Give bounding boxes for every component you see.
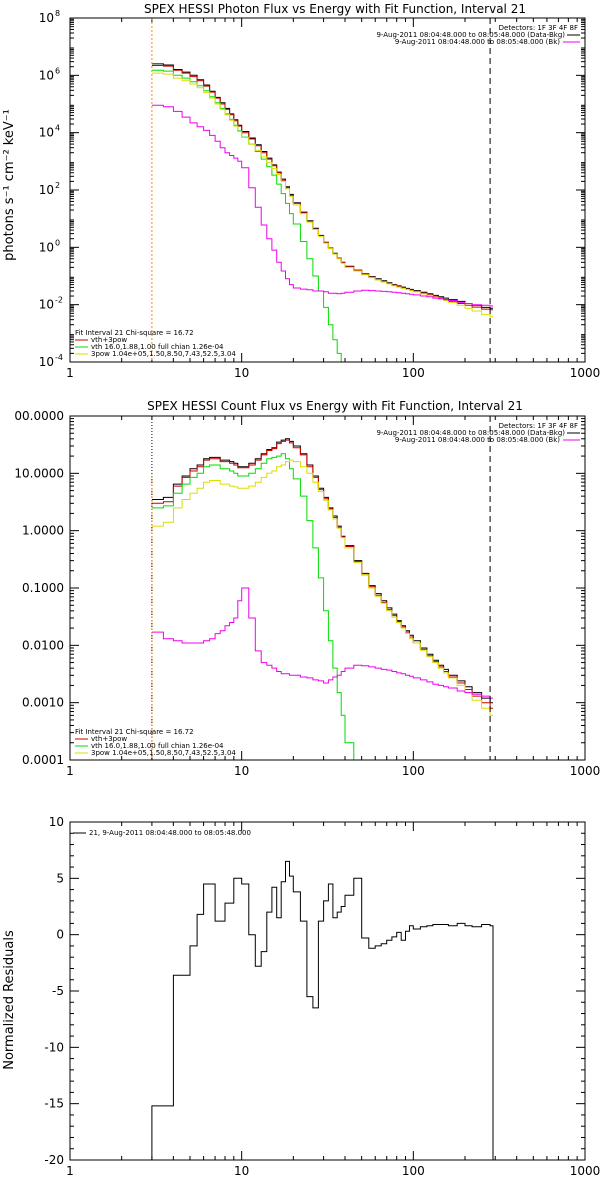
x-tick-label: 1000 — [570, 1164, 600, 1178]
y-tick-label: 0.0100 — [22, 638, 64, 652]
photon-flux-panel: SPEX HESSI Photon Flux vs Energy with Fi… — [2, 2, 600, 380]
panel3-legend: 21, 9-Aug-2011 08:04:48.000 to 08:05:48.… — [89, 829, 251, 837]
panel1-legend-right-bkg: 9-Aug-2011 08:04:48.000 to 08:05:48.000 … — [395, 38, 560, 46]
panel3-frame — [69, 821, 586, 1161]
panel1-title: SPEX HESSI Photon Flux vs Energy with Fi… — [144, 2, 526, 16]
x-tick-label: 1 — [66, 366, 74, 380]
panel2-legend-right-bkg: 9-Aug-2011 08:04:48.000 to 08:05:48.000 … — [395, 436, 560, 444]
series-line-vth-3pow — [151, 439, 493, 709]
y-tick-label: 10 — [39, 126, 54, 140]
series-line-3pow — [151, 459, 493, 716]
panel1-legend-right-data: 9-Aug-2011 08:04:48.000 to 08:05:48.000 … — [376, 31, 565, 39]
x-tick-label: 10 — [234, 1164, 249, 1178]
x-tick-label: 100 — [402, 366, 425, 380]
panel1-legend-total: vth+3pow — [91, 336, 127, 344]
x-tick-label: 10 — [234, 764, 249, 778]
panel1-frame — [69, 17, 586, 363]
y-tick-label: 10 — [39, 11, 54, 25]
panel2-detectors-label: Detectors: 1F 3F 4F 8F — [499, 422, 578, 430]
x-tick-label: 1 — [66, 1164, 74, 1178]
x-tick-label: 1 — [66, 764, 74, 778]
y-tick-label: 0 — [56, 928, 64, 942]
panel1-legend-vth: vth 16.0,1.88,1.00 full chian 1.26e-04 — [91, 343, 224, 351]
panel1-series-lines — [151, 63, 493, 362]
panel3-ticks: 1 10 100 1000 -20 -15 -10 -5 0 5 10 — [44, 815, 600, 1178]
x-tick-label: 10 — [234, 366, 249, 380]
series-line-vth — [151, 453, 355, 760]
panel2-legend-total: vth+3pow — [91, 735, 127, 743]
panel1-legend-3pow: 3pow 1.04e+05,1.50,8.50,7.43,52.5,3.04 — [91, 350, 236, 358]
series-line-vth-3pow — [151, 65, 493, 311]
residuals-panel: Normalized Residuals 1 10 100 1000-20-15-10… — [2, 815, 600, 1178]
y-tick-label: 10 — [49, 815, 64, 829]
y-tick-label: 0.0001 — [22, 753, 64, 767]
y-tick-label: 10 — [39, 355, 54, 369]
y-tick-label: 10 — [39, 183, 54, 197]
y-tick-label: -20 — [44, 1153, 64, 1167]
series-line-data-bkg — [151, 63, 493, 309]
panel2-frame — [69, 415, 586, 761]
count-flux-panel: SPEX HESSI Count Flux vs Energy with Fit… — [14, 399, 600, 778]
panel2-legend-fit: Fit Interval 21 Chi-square = 16.72 — [75, 728, 194, 736]
y-tick-exponent: -4 — [55, 353, 63, 362]
series-line-bk — [151, 104, 493, 307]
panel2-legend-right-data: 9-Aug-2011 08:04:48.000 to 08:05:48.000 … — [376, 429, 565, 437]
x-tick-label: 100 — [402, 1164, 425, 1178]
panel1-detectors-label: Detectors: 1F 3F 4F 8F — [499, 24, 578, 32]
x-tick-label: 100 — [402, 764, 425, 778]
series-line-bk — [151, 587, 493, 699]
panel1-ylabel: photons s⁻¹ cm⁻² keV⁻¹ — [2, 109, 17, 261]
y-tick-label: 00.0000 — [14, 409, 64, 423]
panel2-legend-3pow: 3pow 1.04e+05,1.50,8.50,7.43,52.5,3.04 — [91, 749, 236, 757]
series-line-data-bkg — [151, 438, 493, 704]
y-tick-label: -10 — [44, 1040, 64, 1054]
y-tick-label: 10.0000 — [14, 466, 64, 480]
panel3-series-lines — [151, 860, 494, 1160]
y-tick-label: 5 — [56, 871, 64, 885]
x-tick-label: 1000 — [570, 764, 600, 778]
series-line-3pow — [151, 72, 493, 318]
panel2-series-lines — [151, 438, 493, 760]
y-tick-label: 10 — [39, 298, 54, 312]
y-tick-label: 0.1000 — [22, 581, 64, 595]
y-tick-label: 1.0000 — [22, 524, 64, 538]
x-tick-label: 1000 — [570, 366, 600, 380]
y-tick-exponent: 8 — [55, 9, 60, 18]
panel3-ylabel: Normalized Residuals — [2, 930, 17, 1070]
series-line-vth — [151, 69, 342, 362]
y-tick-label: 10 — [39, 68, 54, 82]
y-tick-label: -5 — [52, 984, 64, 998]
panel2-title: SPEX HESSI Count Flux vs Energy with Fit… — [147, 399, 523, 413]
y-tick-label: 0.0010 — [22, 696, 64, 710]
y-tick-label: -15 — [44, 1097, 64, 1111]
y-tick-exponent: -2 — [55, 296, 63, 305]
y-tick-label: 10 — [39, 240, 54, 254]
series-line-residuals — [151, 860, 494, 1160]
panel1-legend-fit: Fit Interval 21 Chi-square = 16.72 — [75, 329, 194, 337]
y-tick-exponent: 0 — [55, 238, 60, 247]
y-tick-exponent: 2 — [55, 181, 60, 190]
panel2-legend-vth: vth 16.0,1.88,1.00 full chian 1.26e-04 — [91, 742, 224, 750]
y-tick-exponent: 6 — [55, 66, 60, 75]
y-tick-exponent: 4 — [55, 124, 60, 133]
